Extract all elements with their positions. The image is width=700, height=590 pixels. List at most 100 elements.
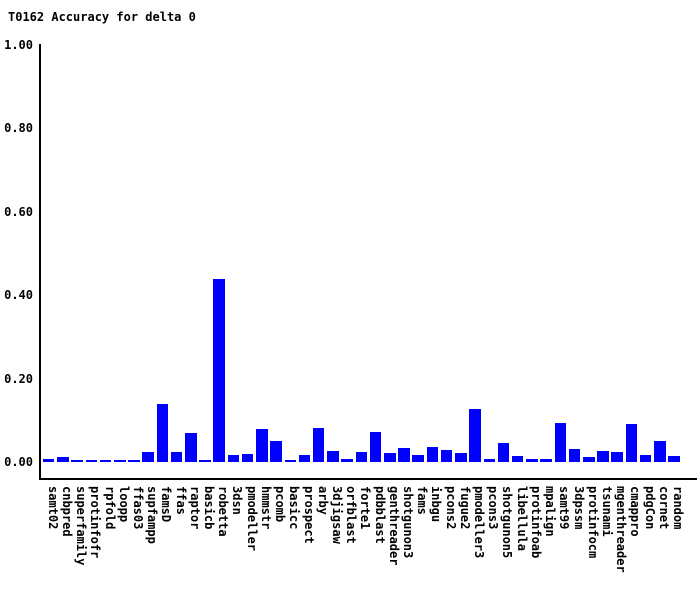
bar-fugue2 xyxy=(455,452,467,462)
bar-cnbpred xyxy=(57,456,69,462)
x-label-3dsn: 3dsn xyxy=(230,486,245,515)
x-label-cmappro: cmappro xyxy=(628,486,643,537)
x-label-famsD: famsD xyxy=(159,486,174,523)
y-tick-label: 1.00 xyxy=(4,38,33,52)
bar-3dsn xyxy=(227,454,240,462)
bar-protinfoab xyxy=(526,459,538,462)
x-label-inbgu: inbgu xyxy=(429,486,444,523)
x-label-tsunami: tsunami xyxy=(599,486,614,537)
x-label-protinfocm: protinfocm xyxy=(585,486,600,559)
bar-orfblast xyxy=(341,459,353,462)
x-label-shotgunon3: shotgunon3 xyxy=(401,486,415,559)
bar-superfamily xyxy=(71,459,83,462)
bar-basicb xyxy=(199,459,211,462)
y-tick-label: 0.60 xyxy=(4,204,33,219)
bar-pmodeller3 xyxy=(469,409,481,462)
bar-pcons2 xyxy=(440,449,453,462)
bar-cmappro xyxy=(625,423,638,462)
x-label-hmmstr: hmmstr xyxy=(258,486,273,530)
bar-ffas03 xyxy=(128,459,140,462)
x-label-libellula: libellula xyxy=(514,486,529,552)
x-label-supfampp: supfampp xyxy=(145,486,160,544)
x-label-rpfold: rpfold xyxy=(102,486,117,530)
bar-forte1 xyxy=(355,451,368,462)
bar-inbgu xyxy=(426,446,439,462)
x-label-fugue2: fugue2 xyxy=(457,486,472,530)
y-tick-label: 0.40 xyxy=(4,288,33,303)
bar-supfampp xyxy=(142,451,154,462)
x-label-pcomb: pcomb xyxy=(273,486,288,523)
x-label-mgenthreader: mgenthreader xyxy=(614,486,629,573)
x-label-fams: fams xyxy=(415,486,430,515)
x-label-cornet: cornet xyxy=(656,486,671,530)
bar-protinfofr xyxy=(85,459,98,462)
chart-title: T0162 Accuracy for delta 0 xyxy=(8,10,196,24)
bar-samt99 xyxy=(554,423,567,462)
y-tick-label: 0.00 xyxy=(4,455,33,469)
x-label-genthreader: genthreader xyxy=(386,486,401,566)
bar-pmodeller xyxy=(241,454,254,462)
bar-libellula xyxy=(511,456,524,462)
bar-3dpssm xyxy=(568,449,581,462)
y-tick-label: 0.80 xyxy=(4,121,33,136)
x-label-prospect: prospect xyxy=(301,486,316,544)
y-axis-line xyxy=(39,44,41,480)
bar-famsD xyxy=(156,403,169,462)
x-label-raptor: raptor xyxy=(187,486,202,530)
y-tick-label: 0.20 xyxy=(4,371,33,386)
bar-mgenthreader xyxy=(611,451,623,462)
bar-pcomb xyxy=(270,441,282,462)
x-label-orfblast: orfblast xyxy=(344,486,359,544)
x-label-3dpssm: 3dpssm xyxy=(571,486,586,530)
x-axis-line xyxy=(39,478,697,480)
bar-robetta xyxy=(213,278,225,462)
x-label-ffas03: ffas03 xyxy=(130,486,145,530)
x-label-cnbpred: cnbpred xyxy=(59,486,74,537)
bar-shotgunon3 xyxy=(398,448,410,462)
x-label-pdgCon: pdgCon xyxy=(642,486,657,530)
bar-protinfocm xyxy=(583,456,595,462)
x-label-samt99: samt99 xyxy=(557,486,572,530)
bar-loopp xyxy=(114,459,126,462)
bar-rpfold xyxy=(99,459,112,462)
x-label-shotgunon5: shotgunon5 xyxy=(500,486,515,559)
x-label-superfamily: superfamily xyxy=(74,486,89,566)
bar-shotgunon5 xyxy=(497,442,510,462)
x-label-protinfoab: protinfoab xyxy=(528,486,543,559)
x-label-pcons3: pcons3 xyxy=(486,486,501,530)
x-label-protinfofr: protinfofr xyxy=(88,486,103,559)
x-label-robetta: robetta xyxy=(216,486,231,537)
x-label-pmodeller3: pmodeller3 xyxy=(472,486,487,559)
bar-pcons3 xyxy=(483,459,496,462)
bar-random xyxy=(668,456,680,462)
bar-raptor xyxy=(185,432,197,462)
x-label-ffas: ffas xyxy=(173,486,188,515)
x-label-3djigsaw: 3djigsaw xyxy=(329,486,344,544)
bar-arby xyxy=(312,427,325,462)
bar-samt02 xyxy=(42,459,55,462)
x-label-arby: arby xyxy=(315,486,330,515)
x-label-pmodeller: pmodeller xyxy=(244,486,259,552)
x-label-basicc: basicc xyxy=(287,486,302,530)
x-label-forte1: forte1 xyxy=(358,486,373,530)
bar-mpalign xyxy=(540,459,552,462)
bar-genthreader xyxy=(384,452,396,462)
x-label-mpalign: mpalign xyxy=(543,486,558,537)
x-label-loopp: loopp xyxy=(116,486,131,523)
bar-hmmstr xyxy=(256,429,268,462)
x-label-pcons2: pcons2 xyxy=(443,486,458,530)
bar-basicc xyxy=(284,459,297,462)
x-label-basicb: basicb xyxy=(202,486,217,530)
x-label-samt02: samt02 xyxy=(45,486,60,530)
bar-cornet xyxy=(654,440,666,462)
bar-pdbblast xyxy=(369,431,382,462)
bar-3djigsaw xyxy=(327,451,339,462)
x-label-random: random xyxy=(671,486,686,530)
bar-tsunami xyxy=(597,451,609,462)
bar-ffas xyxy=(170,451,183,462)
bar-fams xyxy=(412,454,424,462)
bar-prospect xyxy=(298,454,311,462)
x-label-pdbblast: pdbblast xyxy=(372,486,387,544)
bar-pdgCon xyxy=(639,455,652,462)
